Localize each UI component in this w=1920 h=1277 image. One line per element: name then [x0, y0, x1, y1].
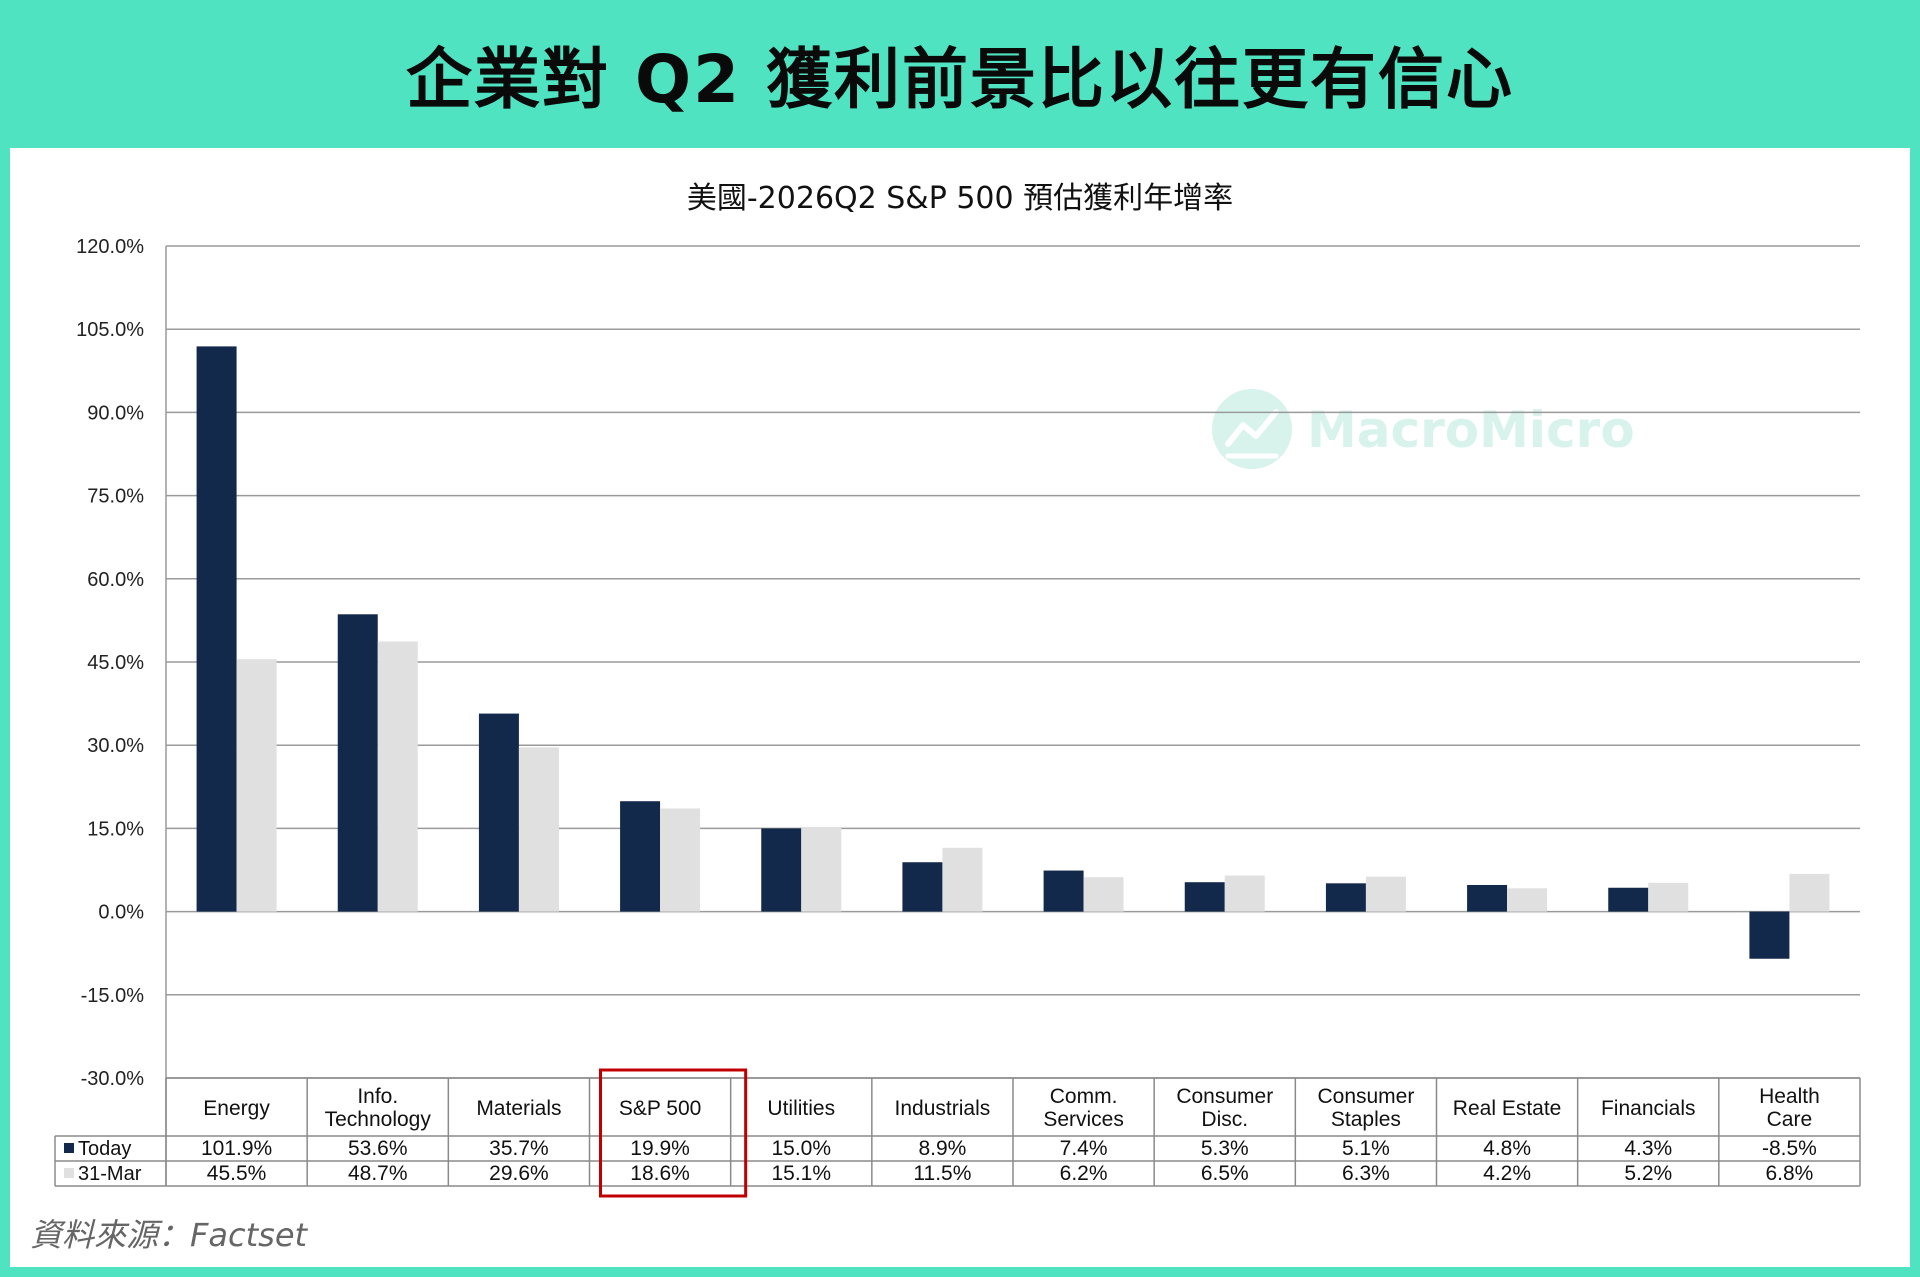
data-label: 29.6% — [489, 1162, 549, 1185]
bar-31-mar — [1224, 875, 1265, 912]
y-tick-label: 60.0% — [87, 569, 144, 591]
category-label: Care — [1767, 1108, 1813, 1131]
bar-31-mar — [1789, 873, 1830, 912]
category-label: Staples — [1331, 1108, 1401, 1131]
watermark-text: MacroMicro — [1307, 401, 1635, 459]
category-label: Consumer — [1317, 1085, 1414, 1108]
data-label: 5.1% — [1342, 1137, 1390, 1160]
data-label: -8.5% — [1762, 1137, 1817, 1160]
bar-31-mar — [660, 808, 701, 912]
category-label: Industrials — [895, 1097, 991, 1120]
bar-31-mar — [1648, 882, 1689, 912]
bar-today — [1608, 887, 1649, 912]
bar-today — [620, 801, 661, 912]
y-tick-label: 75.0% — [87, 486, 144, 508]
bar-today — [1043, 870, 1084, 912]
data-label: 4.2% — [1483, 1162, 1531, 1185]
y-axis-ticks: 120.0% 105.0% 90.0% 75.0% 60.0% 45.0% 30.0% 15.… — [76, 236, 144, 1090]
y-tick-label: 0.0% — [98, 902, 144, 924]
data-label: 8.9% — [918, 1137, 966, 1160]
category-label: Services — [1043, 1108, 1124, 1131]
data-label: 53.6% — [348, 1137, 408, 1160]
legend-label-today: Today — [78, 1138, 131, 1160]
bar-today — [337, 614, 378, 912]
category-label: S&P 500 — [619, 1097, 702, 1120]
data-label: 18.6% — [630, 1162, 690, 1185]
chart-title: 美國-2026Q2 S&P 500 預估獲利年增率 — [687, 181, 1233, 216]
y-tick-label: 45.0% — [87, 652, 144, 674]
bar-31-mar — [1083, 877, 1124, 912]
headline-banner: 企業對 Q2 獲利前景比以往更有信心 — [0, 0, 1920, 148]
bar-31-mar — [377, 641, 418, 912]
earnings-growth-chart: 美國-2026Q2 S&P 500 預估獲利年增率 MacroMicro 120… — [54, 181, 1861, 1198]
category-label: Info. — [357, 1085, 398, 1108]
bar-31-mar — [801, 827, 842, 912]
watermark: MacroMicro — [1212, 389, 1635, 469]
y-tick-label: -15.0% — [81, 985, 145, 1007]
data-label: 4.8% — [1483, 1137, 1531, 1160]
category-label: Real Estate — [1453, 1097, 1562, 1120]
data-label: 35.7% — [489, 1137, 549, 1160]
bar-today — [761, 828, 802, 912]
category-label: Energy — [203, 1097, 270, 1120]
bars — [196, 346, 1830, 959]
data-label: 7.4% — [1060, 1137, 1108, 1160]
legend-swatch-31-mar — [64, 1168, 74, 1178]
legend-swatch-today — [64, 1143, 74, 1153]
bar-31-mar — [518, 747, 559, 912]
data-label: 15.0% — [771, 1137, 831, 1160]
y-tick-label: 120.0% — [76, 236, 144, 258]
bar-today — [1749, 911, 1790, 959]
bar-today — [1467, 884, 1508, 912]
legend-label-31-mar: 31-Mar — [78, 1163, 142, 1185]
gridlines — [165, 245, 1860, 1186]
source-note: 資料來源：Factset — [30, 1216, 308, 1254]
data-label: 5.3% — [1201, 1137, 1249, 1160]
data-label: 101.9% — [201, 1137, 272, 1160]
bar-today — [1184, 882, 1225, 912]
data-label: 45.5% — [207, 1162, 267, 1185]
bar-today — [902, 862, 943, 912]
bar-31-mar — [1365, 876, 1406, 912]
data-label: 19.9% — [630, 1137, 690, 1160]
y-tick-label: 30.0% — [87, 735, 144, 757]
headline-title: 企業對 Q2 獲利前景比以往更有信心 — [406, 41, 1514, 118]
category-label: Utilities — [767, 1097, 835, 1120]
sp500-highlight-box — [599, 1068, 748, 1198]
data-label: 6.3% — [1342, 1162, 1390, 1185]
category-label: Financials — [1601, 1097, 1696, 1120]
macromicro-logo-icon — [1212, 389, 1292, 469]
data-label: 15.1% — [771, 1162, 831, 1185]
y-tick-label: 105.0% — [76, 319, 144, 341]
data-label: 6.2% — [1060, 1162, 1108, 1185]
bar-today — [196, 346, 237, 912]
bar-31-mar — [942, 847, 983, 912]
category-label: Health — [1759, 1085, 1820, 1108]
data-label: 48.7% — [348, 1162, 408, 1185]
bar-today — [478, 713, 519, 912]
category-label: Materials — [476, 1097, 561, 1120]
category-label: Disc. — [1201, 1108, 1248, 1131]
category-label: Comm. — [1050, 1085, 1118, 1108]
bar-today — [1325, 883, 1366, 912]
y-tick-label: -30.0% — [81, 1068, 145, 1090]
bar-31-mar — [1507, 888, 1548, 912]
bar-31-mar — [236, 659, 277, 912]
data-label: 4.3% — [1624, 1137, 1672, 1160]
data-label: 6.8% — [1765, 1162, 1813, 1185]
data-table: Energy Info.Technology Materials S&P 500 Uti… — [54, 1077, 1861, 1187]
category-label: Technology — [325, 1108, 432, 1131]
y-tick-label: 90.0% — [87, 402, 144, 424]
category-label: Consumer — [1176, 1085, 1273, 1108]
data-label: 6.5% — [1201, 1162, 1249, 1185]
data-label: 11.5% — [913, 1162, 971, 1185]
data-label: 5.2% — [1624, 1162, 1672, 1185]
y-tick-label: 15.0% — [87, 818, 144, 840]
